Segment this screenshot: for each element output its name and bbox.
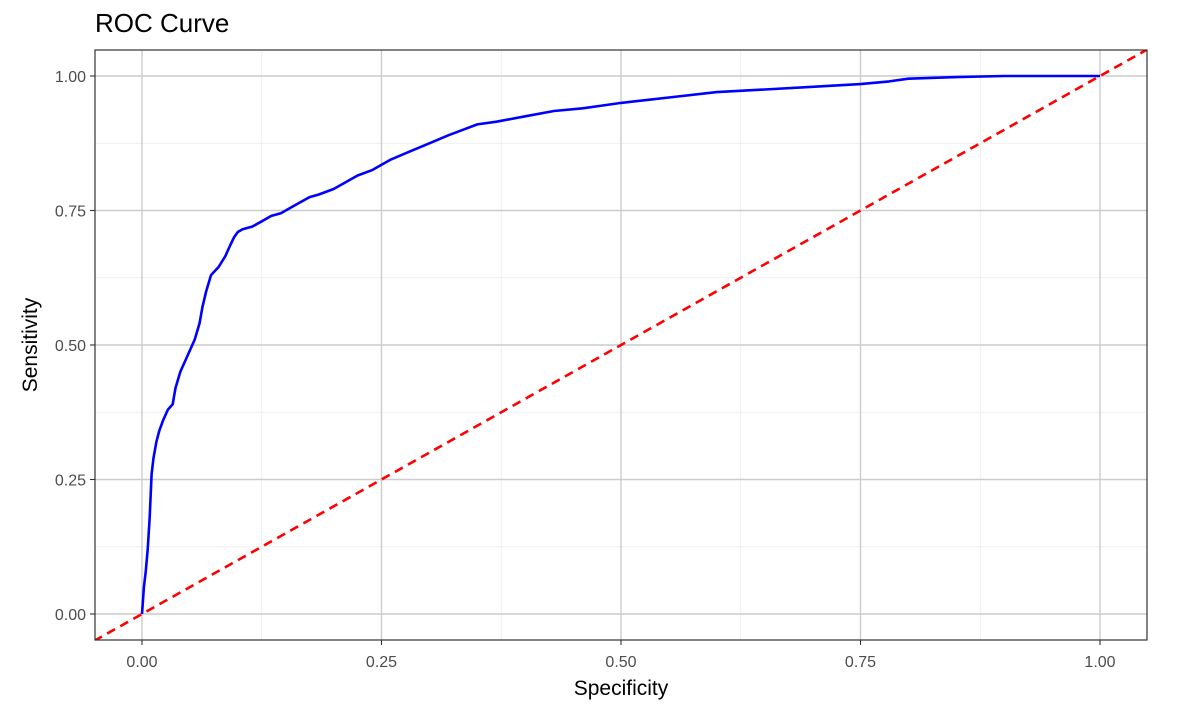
y-tick-label: 0.00 — [55, 607, 86, 624]
chart-title: ROC Curve — [95, 8, 229, 38]
axis-layer: 0.00 0.25 0.50 0.75 1.00 0.00 0.25 0.50 0.75 1.00 — [55, 69, 1116, 671]
y-tick-label: 1.00 — [55, 69, 86, 86]
x-axis-title: Specificity — [574, 677, 669, 700]
y-tick-label: 0.75 — [55, 204, 86, 221]
x-tick-label: 0.75 — [845, 654, 876, 671]
x-tick-label: 0.25 — [366, 654, 397, 671]
x-tick-label: 0.00 — [126, 654, 157, 671]
y-tick-label: 0.50 — [55, 338, 86, 355]
series-layer — [95, 50, 1147, 640]
x-tick-label: 0.50 — [605, 654, 636, 671]
reference-diagonal-line — [95, 50, 1147, 640]
roc-curve-line — [140, 74, 1100, 615]
grid-layer — [95, 50, 1147, 640]
y-axis-title: Sensitivity — [19, 297, 42, 392]
x-tick-label: 1.00 — [1084, 654, 1115, 671]
y-tick-label: 0.25 — [55, 473, 86, 490]
